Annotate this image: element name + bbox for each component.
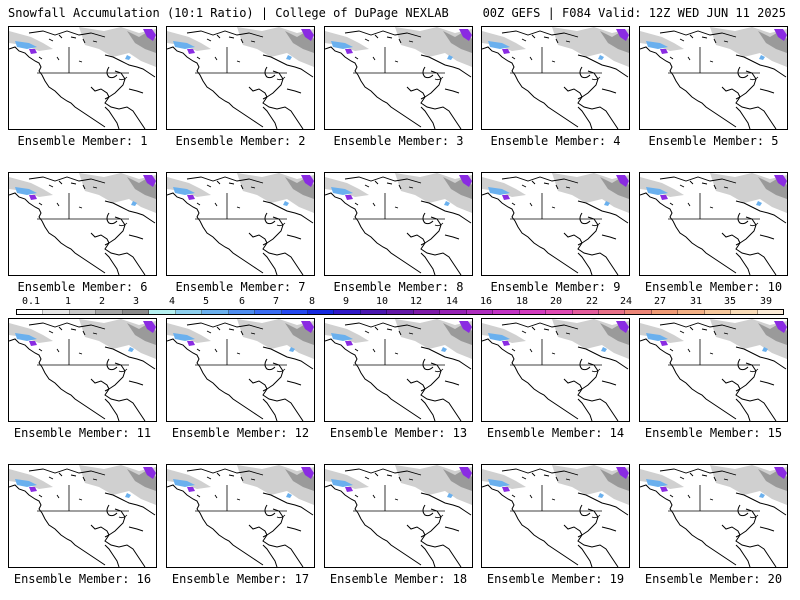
member-label-8: Ensemble Member: 8 [333, 280, 464, 294]
member-map-13 [324, 318, 473, 422]
member-label-5: Ensemble Member: 5 [648, 134, 779, 148]
snowfall-color-scale: 0.1 1 2 3 4 5 6 7 8 9 10 12 14 16 18 20 22 24 27 31 35 39 [16, 296, 784, 318]
member-map-12 [166, 318, 315, 422]
scale-tick-3: 3 [132, 296, 140, 307]
scale-tick-20: 35 [723, 296, 737, 307]
member-map-10 [639, 172, 788, 276]
scale-tick-4: 4 [168, 296, 176, 307]
member-map-5 [639, 26, 788, 130]
scale-swatch-20 [546, 310, 573, 314]
scale-swatch-19 [519, 310, 547, 314]
scale-swatch-28 [757, 310, 784, 314]
scale-colorbar [16, 309, 784, 315]
member-label-16: Ensemble Member: 16 [13, 572, 152, 586]
scale-swatch-4 [122, 310, 150, 314]
scale-tick-14: 18 [515, 296, 529, 307]
scale-tick-6: 6 [238, 296, 246, 307]
member-label-11: Ensemble Member: 11 [13, 426, 152, 440]
scale-tick-13: 16 [479, 296, 493, 307]
member-label-19: Ensemble Member: 19 [486, 572, 625, 586]
scale-swatch-13 [360, 310, 388, 314]
scale-swatch-22 [598, 310, 626, 314]
member-label-7: Ensemble Member: 7 [175, 280, 306, 294]
chart-title: Snowfall Accumulation (10:1 Ratio) | Col… [8, 6, 449, 20]
scale-tick-15: 20 [549, 296, 563, 307]
member-label-13: Ensemble Member: 13 [329, 426, 468, 440]
member-map-4 [481, 26, 630, 130]
member-label-9: Ensemble Member: 9 [490, 280, 621, 294]
member-label-15: Ensemble Member: 15 [644, 426, 783, 440]
scale-tick-7: 7 [272, 296, 280, 307]
member-label-2: Ensemble Member: 2 [175, 134, 306, 148]
scale-swatch-15 [413, 310, 441, 314]
member-map-2 [166, 26, 315, 130]
scale-tick-8: 8 [308, 296, 316, 307]
member-label-14: Ensemble Member: 14 [486, 426, 625, 440]
member-map-8 [324, 172, 473, 276]
member-label-12: Ensemble Member: 12 [171, 426, 310, 440]
member-label-20: Ensemble Member: 20 [644, 572, 783, 586]
member-map-1 [8, 26, 157, 130]
scale-swatch-6 [175, 310, 203, 314]
member-map-7 [166, 172, 315, 276]
member-map-17 [166, 464, 315, 568]
member-map-18 [324, 464, 473, 568]
scale-swatch-9 [255, 310, 282, 314]
scale-tick-5: 5 [202, 296, 210, 307]
scale-swatch-24 [651, 310, 679, 314]
scale-swatch-18 [493, 310, 520, 314]
scale-tick-17: 24 [619, 296, 633, 307]
scale-tick-16: 22 [585, 296, 599, 307]
scale-swatch-11 [307, 310, 335, 314]
scale-swatch-0 [17, 310, 44, 314]
scale-tick-12: 14 [445, 296, 459, 307]
scale-swatch-14 [387, 310, 414, 314]
scale-tick-2: 2 [98, 296, 106, 307]
scale-tick-0: 0.1 [21, 296, 41, 307]
member-label-3: Ensemble Member: 3 [333, 134, 464, 148]
scale-swatch-5 [149, 310, 176, 314]
member-map-3 [324, 26, 473, 130]
run-valid-time: 00Z GEFS | F084 Valid: 12Z WED JUN 11 20… [482, 6, 786, 20]
member-label-6: Ensemble Member: 6 [17, 280, 148, 294]
member-map-14 [481, 318, 630, 422]
scale-tick-9: 9 [342, 296, 350, 307]
member-label-17: Ensemble Member: 17 [171, 572, 310, 586]
scale-swatch-17 [466, 310, 494, 314]
scale-swatch-7 [202, 310, 229, 314]
scale-swatch-25 [678, 310, 705, 314]
scale-swatch-16 [440, 310, 467, 314]
scale-swatch-27 [731, 310, 758, 314]
scale-swatch-10 [281, 310, 308, 314]
scale-tick-18: 27 [653, 296, 667, 307]
scale-tick-10: 10 [375, 296, 389, 307]
member-label-10: Ensemble Member: 10 [644, 280, 783, 294]
member-label-4: Ensemble Member: 4 [490, 134, 621, 148]
member-map-20 [639, 464, 788, 568]
member-label-1: Ensemble Member: 1 [17, 134, 148, 148]
member-map-6 [8, 172, 157, 276]
member-map-16 [8, 464, 157, 568]
scale-swatch-23 [625, 310, 652, 314]
scale-tick-11: 12 [409, 296, 423, 307]
scale-swatch-21 [572, 310, 599, 314]
scale-swatch-8 [228, 310, 256, 314]
member-map-9 [481, 172, 630, 276]
scale-swatch-1 [43, 310, 70, 314]
member-map-11 [8, 318, 157, 422]
scale-swatch-2 [69, 310, 97, 314]
scale-tick-19: 31 [689, 296, 703, 307]
scale-swatch-12 [334, 310, 361, 314]
scale-swatch-3 [96, 310, 123, 314]
member-label-18: Ensemble Member: 18 [329, 572, 468, 586]
scale-swatch-26 [704, 310, 732, 314]
scale-tick-1: 1 [64, 296, 72, 307]
member-map-15 [639, 318, 788, 422]
member-map-19 [481, 464, 630, 568]
scale-tick-21: 39 [759, 296, 773, 307]
